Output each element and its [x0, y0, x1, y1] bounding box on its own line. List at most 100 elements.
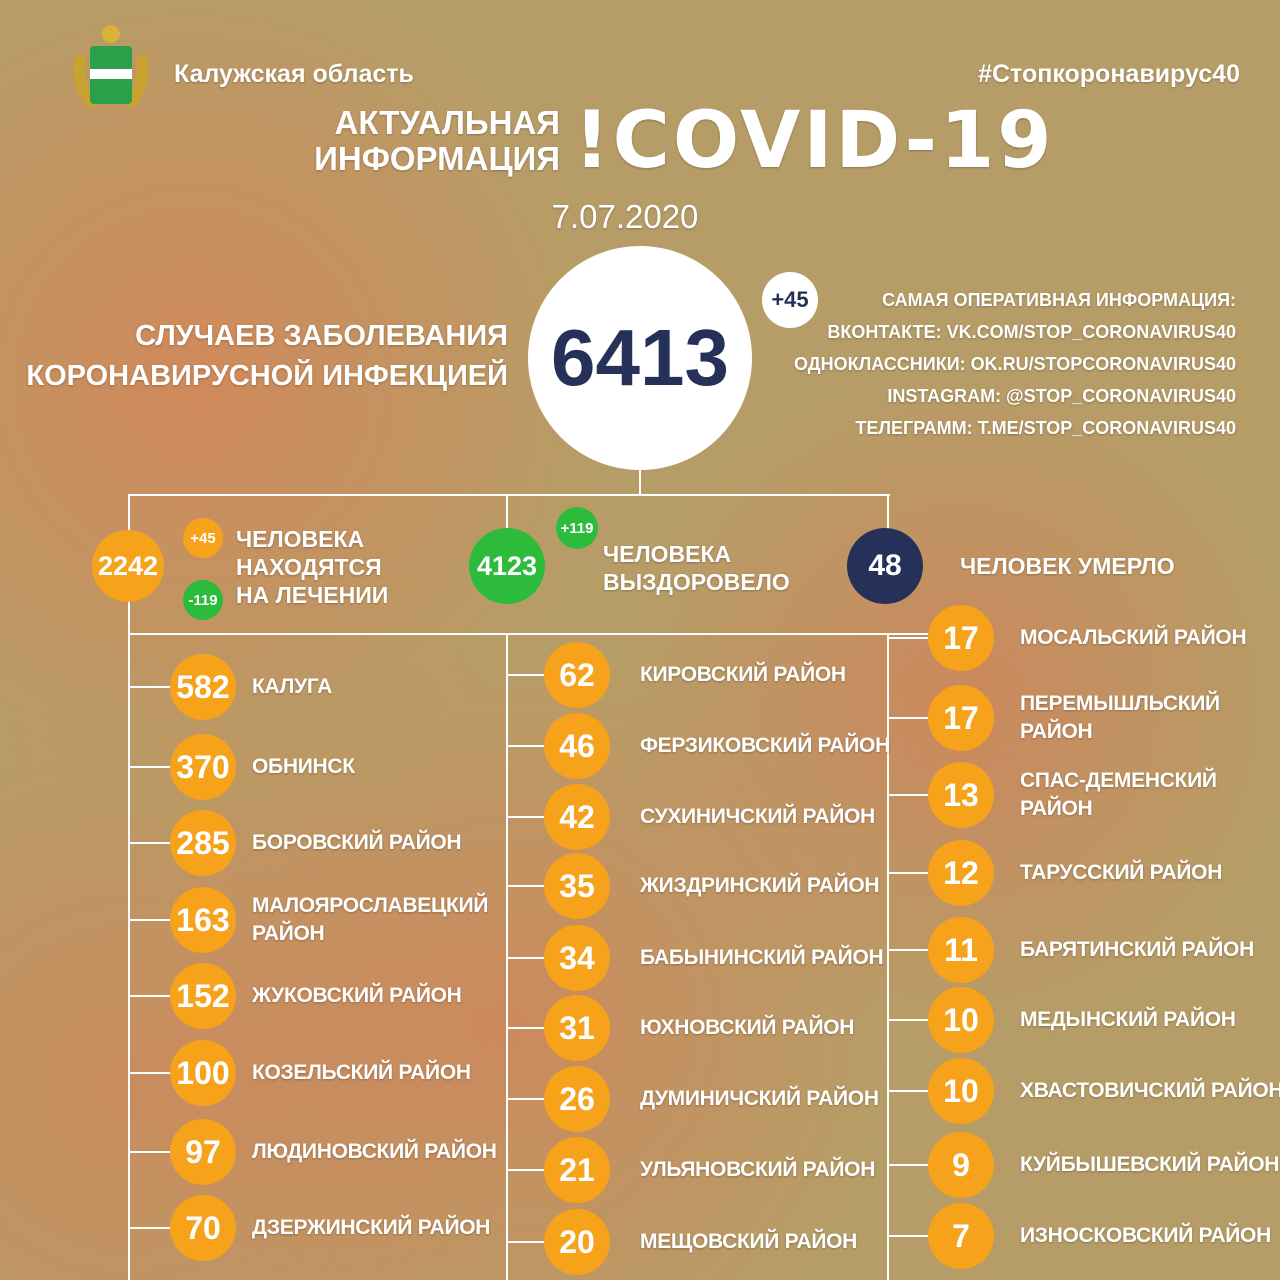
- connector: [128, 766, 183, 768]
- district-count: 370: [170, 734, 236, 800]
- district-count: 9: [928, 1132, 994, 1198]
- connector: [128, 1227, 183, 1229]
- connector: [639, 470, 641, 495]
- connector: [507, 1098, 557, 1100]
- connector: [128, 686, 183, 688]
- district-count: 582: [170, 654, 236, 720]
- contact-line: ТЕЛЕГРАММ: T.ME/STOP_CORONAVIRUS40: [855, 418, 1236, 438]
- district-name: БАРЯТИНСКИЙ РАЙОН: [1020, 938, 1254, 961]
- district-count: 97: [170, 1119, 236, 1185]
- connector: [128, 1072, 183, 1074]
- contact-line: INSTAGRAM: @STOP_CORONAVIRUS40: [887, 386, 1236, 406]
- district-name: ДУМИНИЧСКИЙ РАЙОН: [640, 1087, 879, 1110]
- district-count: 31: [544, 995, 610, 1061]
- district-name: МОСАЛЬСКИЙ РАЙОН: [1020, 626, 1247, 649]
- connector: [888, 717, 941, 719]
- district-count: 7: [928, 1203, 994, 1269]
- connector: [888, 949, 941, 951]
- connector: [888, 1090, 941, 1092]
- connector: [507, 816, 557, 818]
- hashtag: #Стопкоронавирус40: [978, 60, 1240, 88]
- deaths-circle: 48: [847, 528, 923, 604]
- recovered-label-1: ЧЕЛОВЕКА: [603, 541, 732, 567]
- connector: [888, 1235, 941, 1237]
- connector: [507, 1241, 557, 1243]
- district-name: КАЛУГА: [252, 675, 332, 698]
- recovered-circle: 4123: [469, 528, 545, 604]
- district-count: 26: [544, 1066, 610, 1132]
- treatment-circle: 2242: [92, 530, 164, 602]
- region-name: Калужская область: [174, 60, 414, 88]
- connector: [507, 957, 557, 959]
- recovered-label-2: ВЫЗДОРОВЕЛО: [603, 569, 790, 595]
- district-count: 46: [544, 713, 610, 779]
- total-delta-badge: +45: [762, 272, 818, 328]
- contact-line: ВКОНТАКТЕ: VK.COM/STOP_CORONAVIRUS40: [827, 322, 1236, 342]
- district-name: КУЙБЫШЕВСКИЙ РАЙОН: [1020, 1153, 1280, 1176]
- connector: [507, 674, 557, 676]
- district-name: ТАРУССКИЙ РАЙОН: [1020, 861, 1223, 884]
- connector: [887, 633, 889, 1280]
- connector: [128, 494, 130, 1280]
- district-name: МАЛОЯРОСЛАВЕЦКИЙ РАЙОН: [252, 894, 489, 945]
- connector: [507, 745, 557, 747]
- district-count: 13: [928, 762, 994, 828]
- district-count: 17: [928, 605, 994, 671]
- connector: [507, 1027, 557, 1029]
- district-name: ХВАСТОВИЧСКИЙ РАЙОН: [1020, 1079, 1280, 1102]
- total-cases-circle: 6413: [528, 246, 752, 470]
- district-count: 163: [170, 887, 236, 953]
- connector: [128, 842, 183, 844]
- district-count: 17: [928, 685, 994, 751]
- district-name: КИРОВСКИЙ РАЙОН: [640, 663, 846, 686]
- treatment-label-3: НА ЛЕЧЕНИИ: [236, 582, 389, 608]
- connector: [888, 872, 941, 874]
- district-count: 21: [544, 1137, 610, 1203]
- deaths-label: ЧЕЛОВЕК УМЕРЛО: [960, 553, 1175, 579]
- treatment-plus-badge: +45: [183, 518, 223, 558]
- district-name: КОЗЕЛЬСКИЙ РАЙОН: [252, 1061, 471, 1084]
- treatment-minus-badge: -119: [183, 580, 223, 620]
- connector: [507, 885, 557, 887]
- district-name: БАБЫНИНСКИЙ РАЙОН: [640, 946, 884, 969]
- district-count: 70: [170, 1195, 236, 1261]
- district-name: УЛЬЯНОВСКИЙ РАЙОН: [640, 1158, 876, 1181]
- title-small-2: ИНФОРМАЦИЯ: [314, 140, 560, 177]
- district-name: МЕДЫНСКИЙ РАЙОН: [1020, 1008, 1236, 1031]
- district-name: ФЕРЗИКОВСКИЙ РАЙОН: [640, 734, 890, 757]
- district-count: 10: [928, 1058, 994, 1124]
- coat-of-arms-logo: [68, 24, 154, 114]
- district-name: ЛЮДИНОВСКИЙ РАЙОН: [252, 1140, 497, 1163]
- connector: [506, 494, 508, 530]
- connector: [128, 1151, 183, 1153]
- district-name: ПЕРЕМЫШЛЬСКИЙ РАЙОН: [1020, 692, 1220, 743]
- total-label-2: КОРОНАВИРУСНОЙ ИНФЕКЦИЕЙ: [26, 360, 508, 392]
- district-name: ДЗЕРЖИНСКИЙ РАЙОН: [252, 1216, 491, 1239]
- district-name: ОБНИНСК: [252, 755, 355, 778]
- connector: [888, 637, 941, 639]
- district-name: ЖИЗДРИНСКИЙ РАЙОН: [640, 874, 880, 897]
- title-covid: !COVID-19: [574, 96, 1055, 186]
- district-name: СПАС-ДЕМЕНСКИЙ РАЙОН: [1020, 769, 1217, 820]
- connector: [888, 1164, 941, 1166]
- district-name: ЮХНОВСКИЙ РАЙОН: [640, 1016, 855, 1039]
- district-name: БОРОВСКИЙ РАЙОН: [252, 831, 462, 854]
- connector: [128, 633, 928, 635]
- report-date: 7.07.2020: [551, 198, 699, 235]
- treatment-label-1: ЧЕЛОВЕКА: [236, 526, 365, 552]
- district-name: ЖУКОВСКИЙ РАЙОН: [252, 984, 462, 1007]
- connector: [128, 494, 890, 496]
- connector: [887, 494, 889, 530]
- district-count: 35: [544, 853, 610, 919]
- total-cases-value: 6413: [551, 313, 729, 402]
- recovered-delta-badge: +119: [556, 507, 598, 549]
- district-count: 10: [928, 987, 994, 1053]
- district-count: 12: [928, 840, 994, 906]
- contacts-heading: САМАЯ ОПЕРАТИВНАЯ ИНФОРМАЦИЯ:: [882, 290, 1236, 310]
- district-name: МЕЩОВСКИЙ РАЙОН: [640, 1230, 858, 1253]
- connector: [128, 919, 183, 921]
- district-count: 62: [544, 642, 610, 708]
- district-count: 42: [544, 784, 610, 850]
- connector: [506, 633, 508, 1280]
- district-count: 20: [544, 1209, 610, 1275]
